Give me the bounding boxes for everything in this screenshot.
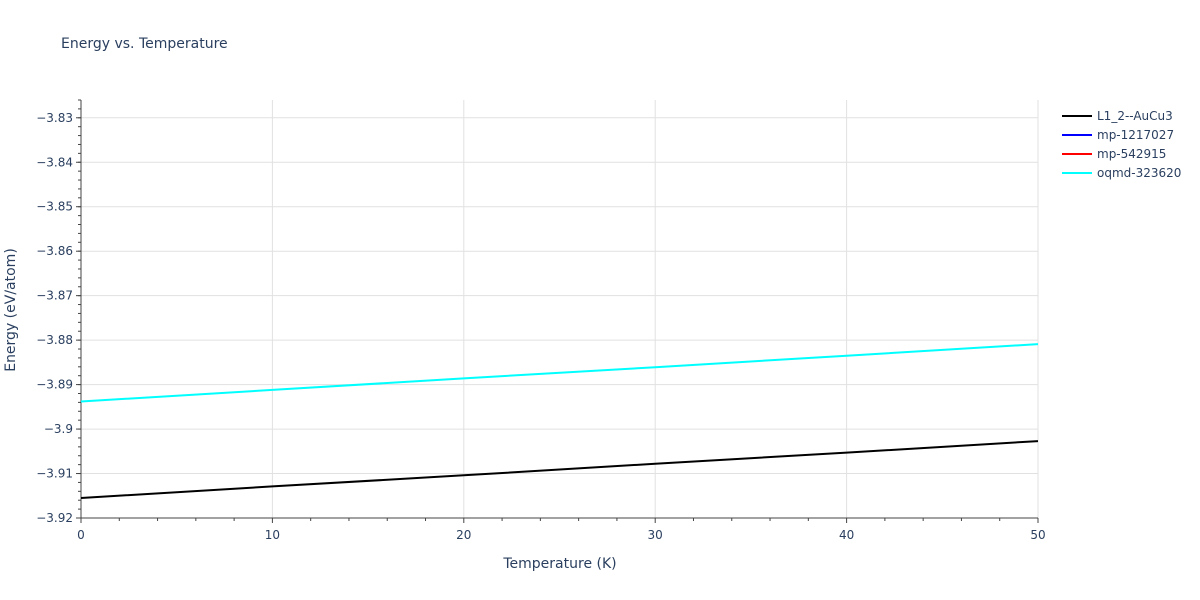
y-tick-label: −3.84 (36, 155, 73, 169)
legend-swatch-icon (1062, 114, 1092, 117)
series-line[interactable] (80, 343, 1039, 403)
y-tick-label: −3.91 (36, 467, 73, 481)
y-tick-label: −3.86 (36, 244, 73, 258)
data-lines (80, 343, 1039, 499)
legend-label: mp-1217027 (1097, 127, 1175, 142)
y-tick-label: −3.88 (36, 333, 73, 347)
legend-swatch-icon (1062, 152, 1092, 155)
y-tick-label: −3.87 (36, 289, 73, 303)
legend-item[interactable]: mp-542915 (1062, 144, 1181, 163)
legend-label: oqmd-323620 (1097, 165, 1182, 180)
x-tick-label: 20 (456, 528, 471, 542)
y-tick-label: −3.83 (36, 111, 73, 125)
legend-label: L1_2--AuCu3 (1097, 108, 1173, 123)
legend-item[interactable]: oqmd-323620 (1062, 163, 1181, 182)
x-tick-label: 30 (648, 528, 663, 542)
y-tick-label: −3.92 (36, 511, 73, 525)
chart-title: Energy vs. Temperature (61, 36, 228, 52)
y-tick-label: −3.85 (36, 200, 73, 214)
legend-label: mp-542915 (1097, 146, 1167, 161)
x-axis-label: Temperature (K) (502, 556, 616, 572)
legend: L1_2--AuCu3 mp-1217027 mp-542915 oqmd-32362… (1062, 106, 1181, 182)
y-tick-label: −3.9 (44, 422, 73, 436)
gridlines (81, 100, 1039, 518)
legend-swatch-icon (1062, 133, 1092, 136)
y-axis-label: Energy (eV/atom) (3, 248, 19, 372)
legend-swatch-icon (1062, 171, 1092, 174)
series-line[interactable] (80, 440, 1039, 499)
x-tick-label: 0 (77, 528, 85, 542)
x-tick-label: 40 (839, 528, 854, 542)
legend-item[interactable]: mp-1217027 (1062, 125, 1181, 144)
axes: 0 10 20 30 40 50 −3.83 −3.84 −3.85 −3.86 −3.87 −3.8… (36, 99, 1046, 542)
x-tick-label: 10 (265, 528, 280, 542)
legend-item[interactable]: L1_2--AuCu3 (1062, 106, 1181, 125)
x-tick-label: 50 (1030, 528, 1045, 542)
y-tick-label: −3.89 (36, 378, 73, 392)
